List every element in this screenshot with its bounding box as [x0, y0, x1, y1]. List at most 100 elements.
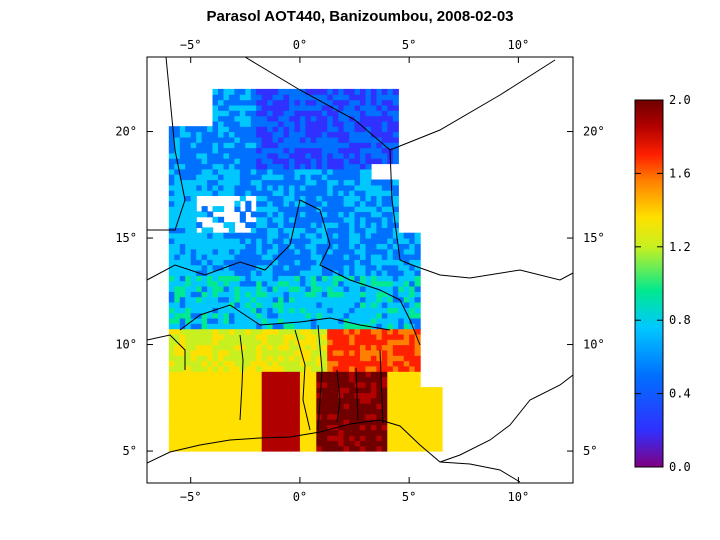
- aot-cell: [392, 104, 399, 111]
- aot-cell: [267, 291, 274, 298]
- aot-cell: [365, 397, 372, 404]
- aot-cell: [228, 264, 235, 271]
- aot-cell: [414, 344, 421, 351]
- aot-cell: [370, 302, 377, 308]
- aot-cell: [360, 339, 367, 346]
- aot-cell: [283, 115, 290, 122]
- aot-cell: [223, 312, 230, 319]
- aot-cell: [218, 131, 225, 138]
- aot-cell: [185, 232, 192, 239]
- aot-cell: [283, 94, 290, 101]
- aot-cell: [332, 222, 339, 228]
- aot-cell: [261, 254, 268, 260]
- aot-cell: [278, 99, 285, 106]
- aot-cell: [370, 126, 377, 133]
- aot-cell: [387, 333, 394, 340]
- aot-cell: [174, 291, 181, 298]
- aot-cell: [272, 104, 279, 111]
- aot-cell: [354, 280, 361, 287]
- aot-cell: [223, 136, 230, 143]
- aot-cell: [212, 248, 219, 255]
- aot-cell: [316, 317, 323, 324]
- aot-cell: [283, 371, 290, 378]
- aot-cell: [327, 120, 334, 127]
- aot-cell: [267, 99, 274, 106]
- aot-cell: [392, 158, 399, 165]
- aot-cell: [228, 381, 235, 388]
- aot-cell: [349, 152, 356, 159]
- aot-cell: [190, 126, 197, 133]
- aot-cell: [239, 88, 246, 95]
- aot-cell: [234, 408, 241, 415]
- aot-cell: [414, 381, 421, 388]
- aot-cell: [376, 435, 383, 441]
- aot-cell: [272, 227, 279, 234]
- aot-cell: [278, 339, 285, 346]
- aot-cell: [174, 248, 181, 255]
- aot-cell: [381, 99, 388, 106]
- aot-cell: [310, 413, 317, 420]
- aot-cell: [196, 419, 203, 425]
- aot-cell: [239, 328, 246, 335]
- aot-cell: [354, 104, 361, 111]
- aot-cell: [321, 291, 328, 298]
- aot-cell: [387, 440, 394, 447]
- aot-cell: [218, 344, 225, 351]
- aot-cell: [283, 259, 290, 266]
- aot-cell: [245, 163, 252, 170]
- aot-cell: [245, 392, 252, 399]
- aot-cell: [343, 142, 350, 149]
- aot-cell: [420, 424, 427, 431]
- aot-cell: [398, 397, 405, 404]
- aot-cell: [278, 440, 285, 447]
- aot-cell: [250, 413, 257, 420]
- aot-cell: [250, 339, 257, 346]
- aot-cell: [250, 302, 257, 308]
- aot-cell: [185, 371, 192, 378]
- aot-cell: [283, 429, 290, 436]
- aot-cell: [218, 248, 225, 255]
- aot-cell: [272, 200, 279, 207]
- aot-cell: [354, 232, 361, 239]
- aot-cell: [332, 280, 339, 287]
- aot-cell: [409, 307, 416, 314]
- aot-cell: [256, 99, 263, 106]
- aot-cell: [338, 163, 345, 170]
- aot-cell: [349, 259, 356, 266]
- aot-cell: [343, 323, 350, 330]
- aot-cell: [196, 243, 203, 250]
- aot-cell: [267, 174, 274, 181]
- aot-cell: [190, 408, 197, 415]
- aot-cell: [294, 275, 301, 282]
- aot-cell: [360, 280, 367, 287]
- aot-cell: [278, 270, 285, 276]
- aot-cell: [420, 397, 427, 404]
- aot-cell: [409, 254, 416, 260]
- aot-cell: [267, 259, 274, 266]
- aot-cell: [179, 163, 186, 170]
- aot-cell: [223, 254, 230, 260]
- aot-cell: [376, 403, 383, 409]
- aot-cell: [261, 248, 268, 255]
- aot-cell: [332, 302, 339, 308]
- aot-cell: [283, 136, 290, 143]
- aot-cell: [392, 94, 399, 101]
- aot-cell: [207, 302, 214, 308]
- aot-cell: [185, 163, 192, 170]
- aot-cell: [370, 381, 377, 388]
- colorbar-tick-label: 0.0: [669, 460, 691, 474]
- aot-cell: [294, 248, 301, 255]
- aot-cell: [234, 312, 241, 319]
- aot-cell: [338, 206, 345, 212]
- aot-cell: [289, 206, 296, 212]
- aot-cell: [289, 381, 296, 388]
- aot-cell: [431, 387, 438, 393]
- aot-cell: [289, 248, 296, 255]
- aot-cell: [321, 104, 328, 111]
- aot-cell: [218, 381, 225, 388]
- aot-cell: [354, 328, 361, 335]
- aot-cell: [316, 355, 323, 362]
- aot-cell: [321, 387, 328, 393]
- aot-cell: [250, 232, 257, 239]
- aot-cell: [218, 168, 225, 175]
